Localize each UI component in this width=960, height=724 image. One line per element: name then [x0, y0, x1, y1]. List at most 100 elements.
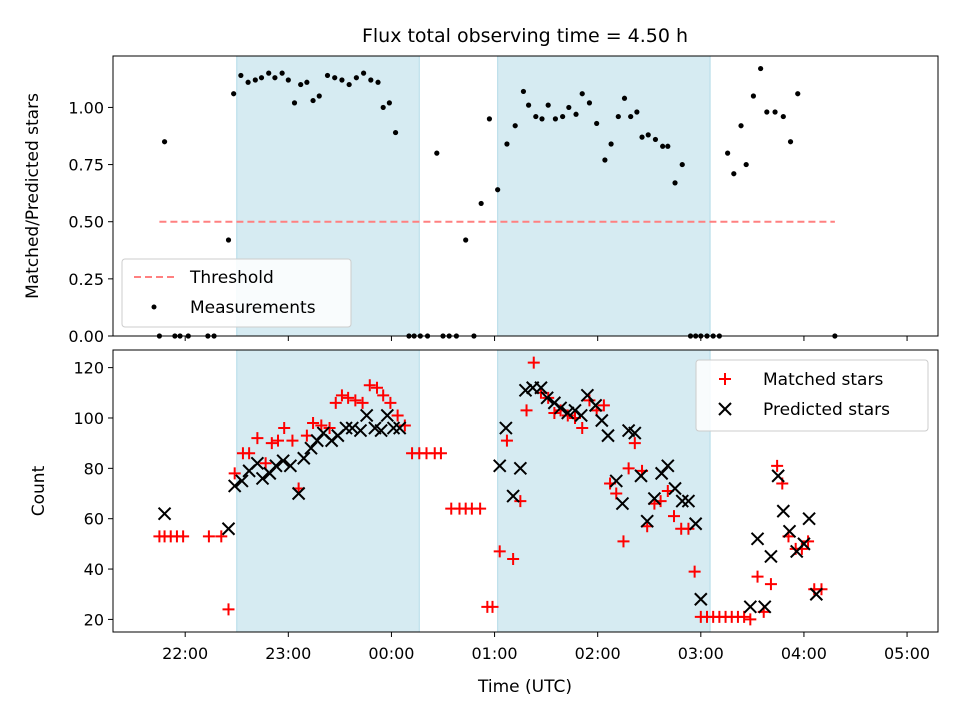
x-tick-label: 03:00	[678, 644, 724, 663]
measurement-point	[743, 161, 749, 168]
matched-star-point	[597, 399, 610, 412]
predicted-star-point	[797, 537, 811, 551]
measurement-point	[672, 180, 678, 186]
bottom-panel-matched-stars	[153, 356, 828, 626]
matched-star-point	[493, 545, 506, 558]
matched-star-point	[342, 391, 355, 404]
predicted-star-point	[595, 413, 609, 428]
matched-star-point	[764, 578, 777, 591]
measurement-point	[602, 157, 608, 163]
measurement-point	[725, 150, 731, 156]
predicted-star-point	[601, 428, 615, 443]
matched-star-point	[384, 396, 397, 409]
matched-star-point	[738, 610, 751, 623]
measurement-point	[520, 88, 527, 95]
measurement-point	[386, 100, 392, 106]
measurement-point	[573, 111, 579, 117]
predicted-star-point	[809, 587, 824, 601]
measurement-point	[512, 123, 518, 129]
predicted-star-point	[353, 423, 368, 438]
predicted-star-point	[386, 421, 401, 435]
predicted-star-point	[771, 469, 785, 483]
measurement-point	[486, 116, 493, 122]
predicted-star-point	[758, 600, 772, 614]
measurement-point	[758, 65, 764, 72]
predicted-star-point	[339, 421, 353, 435]
measurement-point	[560, 113, 566, 120]
x-tick-label: 22:00	[162, 644, 208, 663]
matched-star-point	[668, 510, 680, 523]
measurement-point	[463, 237, 469, 243]
predicted-star-point	[359, 408, 374, 423]
measurement-point	[679, 161, 685, 168]
x-axis-label: Time (UTC)	[477, 677, 572, 697]
predicted-star-point	[574, 408, 588, 423]
predicted-star-point	[640, 514, 654, 528]
matched-star-point	[215, 530, 228, 543]
matched-star-point	[751, 570, 764, 583]
predicted-star-point	[580, 388, 595, 403]
matched-star-point	[356, 396, 369, 409]
matched-star-point	[329, 396, 342, 409]
matched-star-point	[243, 447, 256, 460]
predicted-star-point	[493, 459, 507, 473]
matched-star-point	[688, 565, 701, 578]
measurement-point	[652, 136, 659, 143]
bottom-panel-y-ticks: 20 40 60 80 100 120	[73, 359, 113, 629]
predicted-star-point	[276, 454, 290, 468]
y-tick-label: 0.75	[68, 156, 104, 175]
measurement-point	[332, 75, 338, 81]
measurement-point	[764, 109, 770, 115]
measurement-point	[368, 77, 374, 83]
measurement-point	[731, 171, 737, 177]
y-tick-label: 0.25	[68, 270, 104, 289]
bottom-panel-shaded-intervals	[236, 349, 711, 633]
matched-star-point	[349, 394, 362, 407]
matched-star-point	[622, 462, 635, 475]
matched-star-point	[315, 419, 328, 432]
shaded-interval-2	[497, 349, 711, 633]
predicted-star-point	[283, 459, 298, 473]
matched-stars-legend-swatch	[719, 373, 731, 385]
top-panel-legend: Threshold Measurements	[121, 258, 352, 328]
matched-star-point	[307, 417, 320, 430]
top-panel-frame	[112, 55, 939, 337]
measurement-point	[628, 113, 634, 120]
predicted-stars-legend-label: Predicted stars	[763, 400, 890, 420]
measurement-point	[495, 187, 501, 193]
matched-stars-legend-label: Matched stars	[763, 370, 883, 390]
predicted-star-point	[681, 494, 696, 508]
measurement-point	[504, 141, 510, 147]
measurement-point	[304, 79, 310, 85]
measurement-point	[258, 75, 265, 81]
predicted-star-point	[802, 511, 816, 526]
predicted-star-point	[380, 408, 395, 423]
matched-star-point	[222, 603, 235, 616]
matched-star-point	[474, 502, 487, 515]
shaded-interval-1	[236, 349, 420, 633]
threshold-legend-label: Threshold	[189, 268, 274, 288]
measurement-point	[539, 116, 545, 122]
matched-star-point	[259, 457, 272, 470]
measurement-point	[594, 120, 600, 127]
measurement-point	[586, 100, 593, 106]
measurement-point	[272, 75, 278, 81]
predicted-star-point	[561, 406, 575, 420]
measurement-point	[634, 109, 640, 115]
predicted-star-point	[628, 426, 642, 440]
predicted-star-point	[668, 481, 682, 496]
measurement-point	[665, 143, 671, 149]
matched-star-point	[202, 530, 215, 543]
measurement-point	[310, 97, 316, 104]
measurement-point	[772, 109, 778, 115]
measurement-point	[552, 116, 559, 122]
measurement-point	[298, 81, 304, 88]
top-panel-y-ticks: 0.00 0.25 0.50 0.75 1.00	[68, 98, 113, 346]
measurement-point	[339, 77, 345, 83]
measurement-point	[434, 150, 440, 156]
matched-star-point	[507, 552, 520, 565]
x-tick-label: 01:00	[472, 644, 518, 663]
matched-star-point	[286, 434, 299, 447]
measurement-point	[660, 143, 666, 149]
measurement-point	[324, 72, 331, 79]
